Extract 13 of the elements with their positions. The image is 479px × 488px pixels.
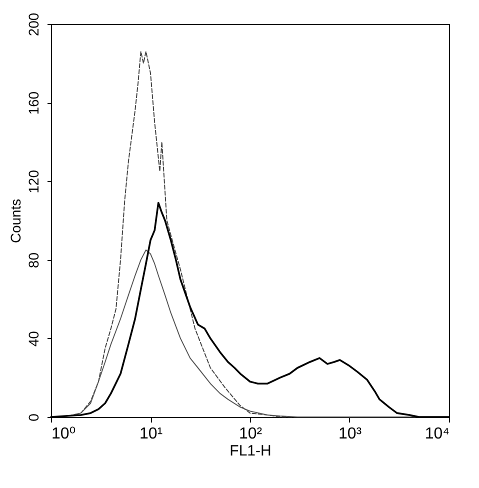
y-tick-label: 80 (26, 252, 42, 268)
y-axis-title: Counts (8, 198, 24, 244)
x-tick-label: 10⁰ (52, 426, 76, 442)
y-tick-label: 40 (26, 330, 42, 347)
y-tick-label: 160 (26, 91, 42, 115)
x-tick-label: 10² (238, 426, 263, 442)
y-tick-label: 200 (26, 12, 42, 36)
y-tick-label: 120 (26, 170, 42, 194)
x-tick-label: 10¹ (139, 426, 163, 442)
x-axis-title: FL1-H (230, 442, 272, 460)
x-tick-label: 10⁴ (424, 426, 450, 442)
y-tick-label: 0 (26, 413, 42, 422)
x-tick-label: 10³ (338, 426, 362, 442)
